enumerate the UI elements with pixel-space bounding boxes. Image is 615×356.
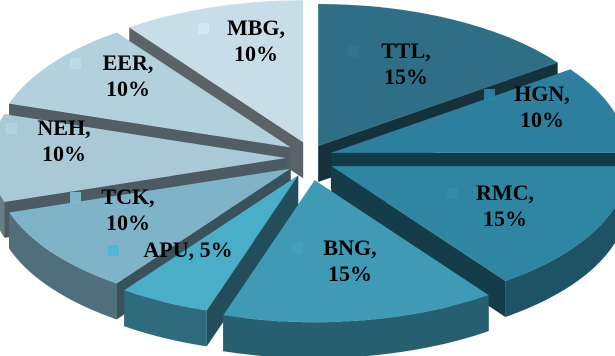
pie-label-ttl: TTL,15% xyxy=(348,38,431,89)
pie-label-bng: BNG,15% xyxy=(292,235,377,286)
pie-label-tck-line-2: 10% xyxy=(106,210,150,235)
pie-slice-mbg xyxy=(129,0,304,143)
pie-label-ttl-line-2: 15% xyxy=(384,64,428,89)
pie-label-eer: EER,10% xyxy=(70,50,153,101)
pie-label-eer-line-2: 10% xyxy=(106,76,150,101)
pie-label-mbg-line-2: 10% xyxy=(234,41,278,66)
pie-slice-rmc xyxy=(331,166,615,282)
pie-slice-ttl xyxy=(318,3,558,146)
pie-label-neh-line-1: NEH, xyxy=(37,115,90,140)
pie-label-hgn-line-1: HGN, xyxy=(514,81,570,106)
pie-slice-hgn xyxy=(330,69,615,153)
pie-top-faces xyxy=(0,0,615,323)
pie-label-mbg-marker xyxy=(198,23,209,34)
pie-label-hgn-line-2: 10% xyxy=(520,107,564,132)
pie-label-hgn: HGN,10% xyxy=(484,81,570,132)
pie-slice-tck-outer-wall xyxy=(9,212,117,320)
pie-label-bng-line-2: 15% xyxy=(328,261,372,286)
pie-label-tck-line-1: TCK, xyxy=(101,184,154,209)
pie-label-bng-line-1: BNG, xyxy=(323,235,376,260)
pie-slice-apu xyxy=(124,175,299,311)
pie-label-hgn-marker xyxy=(484,89,495,100)
pie-label-rmc-marker xyxy=(447,188,458,199)
pie-label-rmc: RMC,15% xyxy=(447,180,534,231)
pie-label-neh-marker xyxy=(6,123,17,134)
pie-label-apu-marker xyxy=(108,245,119,256)
pie-slice-tck xyxy=(9,168,291,284)
pie-label-bng-marker xyxy=(292,243,303,254)
pie-slice-bng-outer-wall xyxy=(223,295,489,356)
pie-label-neh: NEH,10% xyxy=(6,115,91,166)
pie-label-eer-line-1: EER, xyxy=(103,50,154,75)
pie-label-ttl-marker xyxy=(348,46,359,57)
pie-labels: TTL,15%HGN,10%RMC,15%BNG,15%APU, 5%TCK,1… xyxy=(6,15,570,286)
pie-label-rmc-line-2: 15% xyxy=(483,206,527,231)
pie-slice-apu-outer-wall xyxy=(124,290,207,347)
pie-label-tck-marker xyxy=(70,192,81,203)
pie-label-neh-line-2: 10% xyxy=(42,141,86,166)
pie-label-ttl-line-1: TTL, xyxy=(381,38,431,63)
pie-label-tck: TCK,10% xyxy=(70,184,155,235)
pie-label-rmc-line-1: RMC, xyxy=(476,180,534,205)
pie-label-mbg-line-1: MBG, xyxy=(227,15,285,40)
pie-slice-neh-outer-wall xyxy=(0,194,5,238)
pie-label-eer-marker xyxy=(70,58,81,69)
pie-label-apu: APU, 5% xyxy=(108,237,233,262)
pie-label-mbg: MBG,10% xyxy=(198,15,285,66)
pie-slice-neh xyxy=(0,114,286,202)
pie-slice-rmc-outer-wall xyxy=(505,206,615,318)
pie-label-apu-line-1: APU, 5% xyxy=(143,237,232,262)
pie-slice-bng xyxy=(223,180,489,323)
